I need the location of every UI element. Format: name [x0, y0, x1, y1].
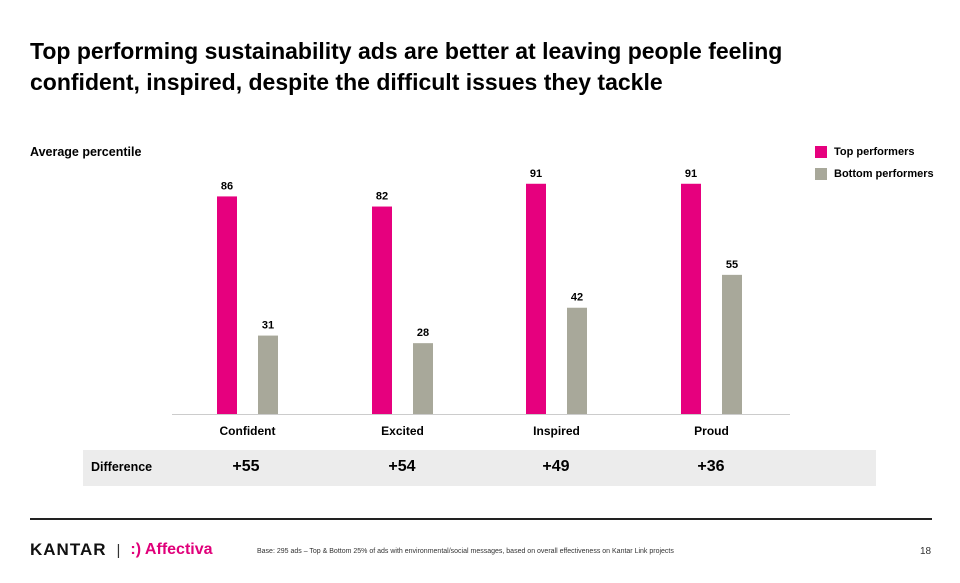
legend-label-top: Top performers — [834, 145, 915, 158]
x-tick-label: Proud — [694, 424, 729, 438]
affectiva-logo: :) Affectiva — [130, 541, 213, 558]
legend-label-bottom: Bottom performers — [834, 167, 934, 180]
difference-value: +54 — [388, 458, 416, 475]
y-axis-label: Average percentile — [30, 145, 142, 159]
data-label: 31 — [262, 320, 274, 332]
x-tick-label: Confident — [220, 424, 276, 438]
footer-divider — [30, 518, 932, 520]
difference-value: +55 — [232, 458, 260, 475]
data-label: 55 — [726, 259, 738, 271]
x-tick-label: Inspired — [533, 424, 580, 438]
legend: Top performers Bottom performers — [815, 145, 934, 189]
bar-bottom-performers — [258, 335, 278, 414]
data-label: 82 — [376, 191, 388, 203]
difference-label: Difference — [91, 460, 153, 474]
title-line-2: confident, inspired, despite the difficu… — [30, 69, 663, 95]
difference-band — [83, 450, 876, 486]
data-label: 91 — [530, 168, 542, 180]
data-label: 42 — [571, 292, 583, 304]
base-note: Base: 295 ads – Top & Bottom 25% of ads … — [257, 548, 674, 555]
bar-bottom-performers — [413, 343, 433, 414]
legend-swatch-bottom — [815, 167, 827, 180]
bar-top-performers — [681, 183, 701, 414]
bar-bottom-performers — [567, 307, 587, 414]
data-label: 28 — [417, 327, 429, 339]
bar-top-performers — [372, 206, 392, 414]
legend-swatch-top — [815, 145, 827, 158]
bar-top-performers — [217, 196, 237, 414]
legend-item-bottom: Bottom performers — [815, 167, 934, 180]
page-number: 18 — [920, 546, 932, 557]
slide-title: Top performing sustainability ads are be… — [30, 36, 930, 98]
x-tick-label: Excited — [381, 424, 424, 438]
bar-bottom-performers — [722, 274, 742, 414]
bar-top-performers — [526, 183, 546, 414]
data-label: 86 — [221, 180, 233, 192]
footer-logos: KANTAR | :) Affectiva — [30, 540, 213, 560]
difference-value: +36 — [697, 458, 725, 475]
logo-separator: | — [116, 541, 121, 559]
legend-item-top: Top performers — [815, 145, 934, 158]
title-line-1: Top performing sustainability ads are be… — [30, 38, 783, 64]
difference-value: +49 — [542, 458, 570, 475]
data-label: 91 — [685, 168, 697, 180]
kantar-logo: KANTAR — [30, 540, 107, 559]
